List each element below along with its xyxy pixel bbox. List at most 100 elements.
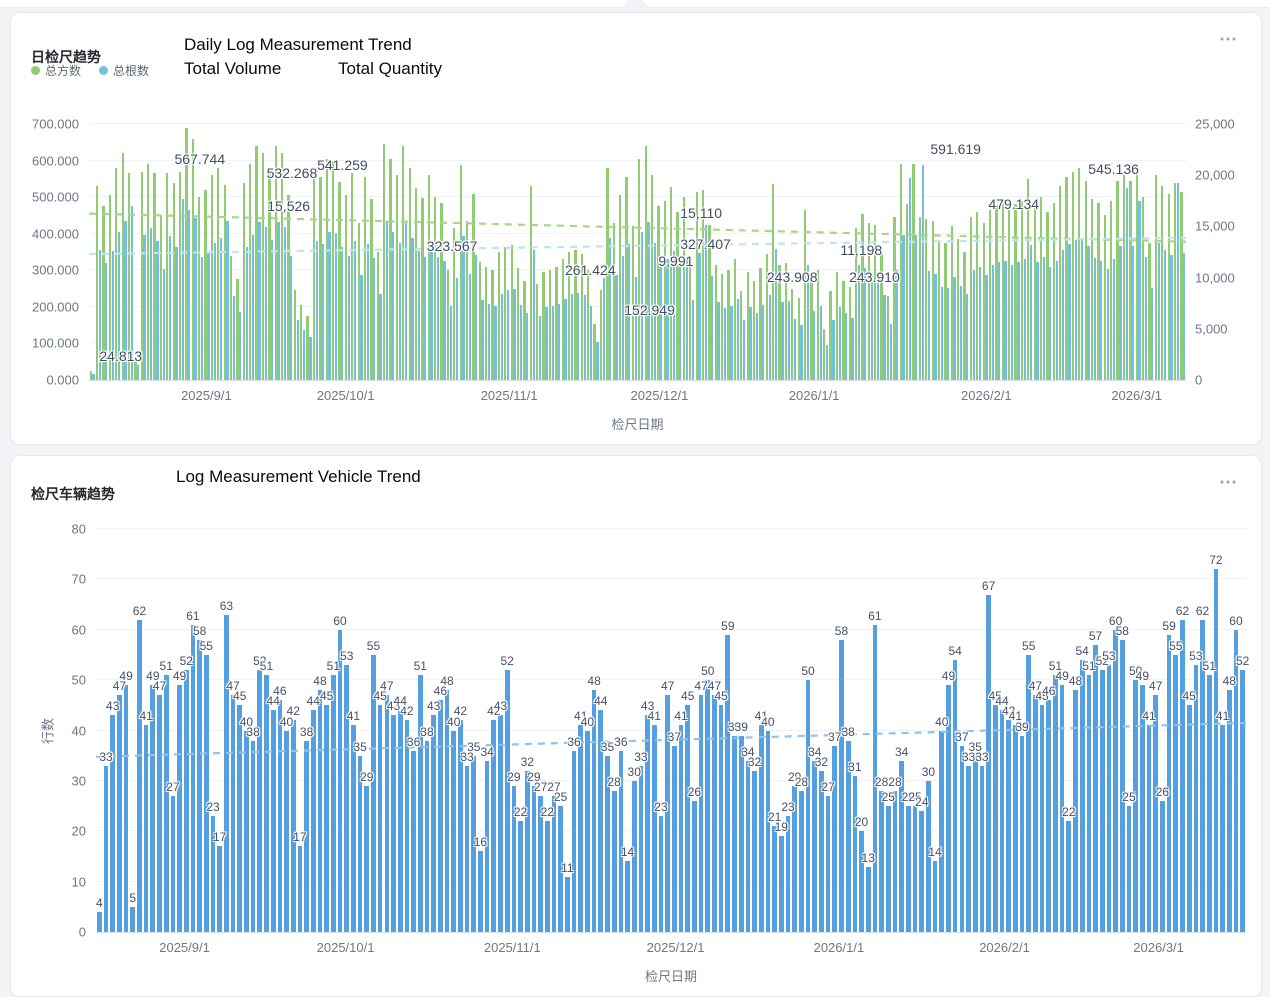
quantity-bar[interactable] bbox=[883, 295, 886, 380]
vehicle-bar[interactable] bbox=[1012, 725, 1018, 932]
quantity-bar[interactable] bbox=[545, 307, 548, 380]
vehicle-bar[interactable] bbox=[832, 745, 838, 932]
volume-bar[interactable] bbox=[567, 252, 571, 380]
vehicle-bar[interactable] bbox=[698, 695, 704, 932]
volume-bar[interactable] bbox=[1008, 209, 1011, 380]
vehicle-bar[interactable] bbox=[1099, 670, 1105, 932]
volume-bar[interactable] bbox=[178, 172, 182, 380]
volume-bar[interactable] bbox=[778, 264, 781, 380]
vehicle-bar[interactable] bbox=[598, 710, 604, 932]
volume-bar[interactable] bbox=[1110, 200, 1113, 380]
quantity-bar[interactable] bbox=[711, 275, 714, 380]
quantity-bar[interactable] bbox=[105, 263, 108, 380]
vehicle-bar[interactable] bbox=[484, 760, 490, 932]
volume-bar[interactable] bbox=[1161, 186, 1164, 380]
quantity-bar[interactable] bbox=[723, 308, 727, 380]
quantity-bar[interactable] bbox=[959, 285, 963, 380]
vehicle-bar[interactable] bbox=[738, 735, 744, 932]
volume-bar[interactable] bbox=[459, 164, 462, 380]
vehicle-bar[interactable] bbox=[839, 639, 844, 932]
vehicle-bar[interactable] bbox=[257, 670, 263, 932]
vehicle-bar[interactable] bbox=[879, 790, 884, 932]
volume-bar[interactable] bbox=[516, 268, 520, 380]
volume-bar[interactable] bbox=[874, 224, 877, 380]
quantity-bar[interactable] bbox=[577, 292, 580, 380]
volume-bar[interactable] bbox=[402, 145, 405, 380]
quantity-bar[interactable] bbox=[1061, 249, 1065, 380]
volume-bar[interactable] bbox=[1084, 180, 1087, 380]
vehicle-bar[interactable] bbox=[304, 740, 309, 932]
quantity-bar[interactable] bbox=[296, 319, 299, 380]
volume-bar[interactable] bbox=[803, 209, 807, 380]
quantity-bar[interactable] bbox=[436, 257, 440, 380]
vehicle-bar[interactable] bbox=[310, 710, 316, 932]
volume-bar[interactable] bbox=[1148, 242, 1151, 380]
quantity-bar[interactable] bbox=[589, 306, 593, 380]
vehicle-bar[interactable] bbox=[297, 846, 303, 932]
volume-bar[interactable] bbox=[236, 279, 239, 380]
vehicle-bar[interactable] bbox=[571, 750, 577, 932]
volume-bar[interactable] bbox=[619, 195, 622, 380]
volume-bar[interactable] bbox=[644, 145, 647, 380]
vehicle-bar[interactable] bbox=[865, 866, 871, 932]
volume-bar[interactable] bbox=[504, 246, 507, 380]
vehicle-bar[interactable] bbox=[986, 594, 991, 932]
quantity-bar[interactable] bbox=[283, 227, 287, 380]
quantity-bar[interactable] bbox=[513, 288, 516, 380]
vehicle-trend-chart[interactable]: 0 10 20 30 40 50 60 70 80 4 33 43 47 49 5 62 41 49 47 51 27 4… bbox=[41, 523, 1250, 985]
quantity-bar[interactable] bbox=[602, 277, 605, 380]
quantity-bar[interactable] bbox=[628, 243, 631, 380]
vehicle-bar[interactable] bbox=[1026, 654, 1032, 932]
vehicle-bar[interactable] bbox=[792, 785, 798, 932]
volume-bar[interactable] bbox=[306, 316, 309, 380]
volume-bar[interactable] bbox=[1071, 171, 1075, 380]
quantity-bar[interactable] bbox=[1023, 259, 1026, 380]
volume-bar[interactable] bbox=[287, 195, 290, 380]
quantity-bar[interactable] bbox=[1036, 262, 1039, 380]
volume-bar[interactable] bbox=[542, 272, 545, 380]
quantity-bar[interactable] bbox=[111, 250, 114, 380]
vehicle-bar[interactable] bbox=[651, 725, 657, 932]
quantity-bar[interactable] bbox=[666, 259, 669, 380]
quantity-bar[interactable] bbox=[232, 296, 236, 380]
vehicle-bar[interactable] bbox=[1066, 821, 1072, 932]
quantity-bar[interactable] bbox=[411, 237, 414, 380]
quantity-bar[interactable] bbox=[239, 312, 242, 380]
quantity-bar[interactable] bbox=[264, 227, 267, 380]
vehicle-bar[interactable] bbox=[1173, 654, 1179, 932]
vehicle-bar[interactable] bbox=[705, 680, 711, 932]
volume-bar[interactable] bbox=[191, 138, 194, 380]
vehicle-bar[interactable] bbox=[966, 765, 971, 932]
quantity-bar[interactable] bbox=[864, 268, 867, 380]
volume-bar[interactable] bbox=[370, 198, 373, 380]
vehicle-bar[interactable] bbox=[1206, 675, 1212, 932]
vehicle-bar[interactable] bbox=[230, 695, 236, 932]
quantity-bar[interactable] bbox=[1170, 255, 1173, 380]
volume-bar[interactable] bbox=[886, 295, 890, 380]
volume-bar[interactable] bbox=[1090, 198, 1094, 380]
vehicle-bar[interactable] bbox=[544, 821, 550, 932]
volume-bar[interactable] bbox=[931, 220, 934, 380]
vehicle-bar[interactable] bbox=[1019, 735, 1025, 932]
vehicle-bar[interactable] bbox=[130, 906, 136, 932]
vehicle-bar[interactable] bbox=[498, 715, 503, 932]
volume-bar[interactable] bbox=[108, 195, 112, 380]
volume-bar[interactable] bbox=[134, 357, 137, 380]
vehicle-bar[interactable] bbox=[952, 659, 958, 932]
vehicle-bar[interactable] bbox=[183, 670, 189, 932]
volume-bar[interactable] bbox=[995, 204, 998, 380]
volume-bar[interactable] bbox=[893, 217, 896, 380]
vehicle-bar[interactable] bbox=[872, 624, 878, 932]
quantity-bar[interactable] bbox=[309, 337, 312, 380]
quantity-bar[interactable] bbox=[175, 246, 178, 380]
volume-bar[interactable] bbox=[1173, 182, 1177, 380]
vehicle-bar[interactable] bbox=[458, 720, 463, 932]
volume-bar[interactable] bbox=[988, 209, 992, 380]
quantity-bar[interactable] bbox=[532, 249, 535, 380]
volume-bar[interactable] bbox=[1116, 180, 1119, 380]
volume-bar[interactable] bbox=[861, 213, 864, 380]
volume-bar[interactable] bbox=[1180, 191, 1183, 380]
vehicle-bar[interactable] bbox=[725, 634, 731, 932]
quantity-bar[interactable] bbox=[1144, 257, 1148, 380]
vehicle-bar[interactable] bbox=[217, 846, 223, 932]
